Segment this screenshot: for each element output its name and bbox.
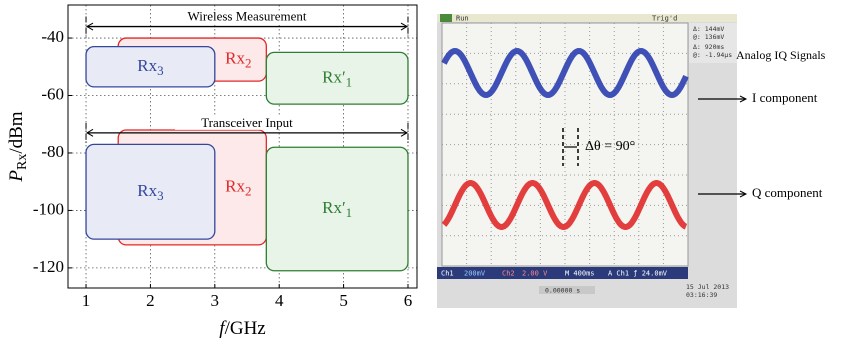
y-label-unit: /dBm <box>6 111 27 153</box>
annotation: Wireless Measurement <box>188 9 307 24</box>
scope-top-bar <box>437 14 737 22</box>
scope-ch2: Ch2 <box>502 270 515 278</box>
scope-readout: Δ: 144mV <box>693 25 724 33</box>
scope-readout: Δ: 920ms <box>693 43 724 51</box>
scope-date: 15 Jul 2013 <box>686 283 729 291</box>
scope-trigger-level: A Ch1 ƒ 24.0mV <box>608 270 668 278</box>
scope-title: Analog IQ Signals <box>736 48 826 62</box>
x-tick-label: 2 <box>146 291 155 310</box>
y-tick-label: -80 <box>41 142 64 161</box>
scope-position: 0.00000 s <box>545 287 580 295</box>
region-name: Rx′ <box>322 67 346 86</box>
region-name: Rx <box>137 56 157 75</box>
oscilloscope: Run Trig'd Δ: 144mV @: 136mV Δ: 920ms @:… <box>437 14 826 308</box>
y-tick-label: -60 <box>41 84 64 103</box>
figure: Run Trig'd Δ: 144mV @: 136mV Δ: 920ms @:… <box>0 0 867 347</box>
region-sub: 3 <box>157 63 164 78</box>
x-tick-label: 6 <box>404 291 413 310</box>
x-tick-label: 3 <box>211 291 220 310</box>
scope-readout: @: 136mV <box>693 33 724 41</box>
scope-time: 03:16:39 <box>686 291 717 299</box>
region-sub: 1 <box>346 74 353 89</box>
region-sub: 1 <box>346 205 353 220</box>
i-label: I component <box>752 90 818 105</box>
y-tick-label: -120 <box>33 257 64 276</box>
region-sub: 2 <box>245 56 252 71</box>
y-label-main: P <box>6 170 27 183</box>
phase-label: Δθ = 90° <box>585 139 635 154</box>
region-name: Rx <box>137 181 157 200</box>
scope-ch1-scale: 200mV <box>464 270 486 278</box>
x-label-unit: /GHz <box>225 318 266 339</box>
scope-ch1: Ch1 <box>441 270 454 278</box>
region-name: Rx <box>225 176 245 195</box>
annotation: Transceiver Input <box>201 115 293 130</box>
y-tick-label: -100 <box>33 199 64 218</box>
scope-ch2-scale: 2.00 V <box>522 270 548 278</box>
scope-run-icon <box>440 14 452 22</box>
scope-trigger: Trig'd <box>652 15 677 23</box>
region-name: Rx <box>225 48 245 67</box>
region-name: Rx′ <box>322 198 346 217</box>
scope-readout: @: -1.94µs <box>693 51 732 59</box>
y-axis-label: PRx/dBm <box>6 111 30 182</box>
scope-status: Run <box>456 15 469 23</box>
x-tick-label: 5 <box>339 291 348 310</box>
y-label-sub: Rx <box>15 154 30 170</box>
x-axis-label: f/GHz <box>219 318 265 339</box>
region-sub: 3 <box>157 188 164 203</box>
q-label: Q component <box>752 185 823 200</box>
x-tick-label: 4 <box>275 291 284 310</box>
scope-timebase: M 400ms <box>565 270 595 278</box>
region-sub: 2 <box>245 183 252 198</box>
y-tick-label: -40 <box>41 27 64 46</box>
x-tick-label: 1 <box>82 291 91 310</box>
